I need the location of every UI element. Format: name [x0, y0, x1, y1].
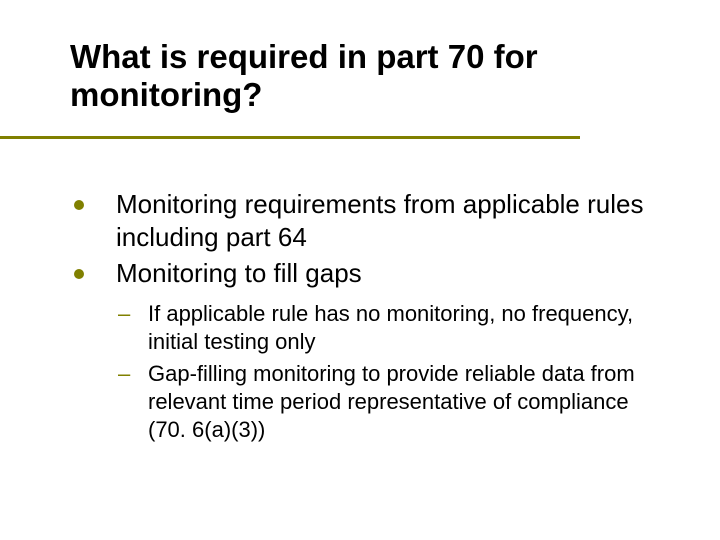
bullet-list-level1: Monitoring requirements from applicable … — [70, 188, 660, 290]
dash-icon: – — [118, 360, 130, 388]
list-item-text: Monitoring requirements from applicable … — [116, 189, 643, 252]
list-item-text: Gap-filling monitoring to provide reliab… — [148, 361, 635, 442]
list-item: – If applicable rule has no monitoring, … — [118, 300, 660, 356]
bullet-icon — [74, 269, 84, 279]
list-item: – Gap-filling monitoring to provide reli… — [118, 360, 660, 444]
list-item: Monitoring to fill gaps — [70, 257, 660, 290]
dash-icon: – — [118, 300, 130, 328]
list-item: Monitoring requirements from applicable … — [70, 188, 660, 255]
list-item-text: Monitoring to fill gaps — [116, 258, 362, 288]
bullet-icon — [74, 200, 84, 210]
bullet-list-level2: – If applicable rule has no monitoring, … — [70, 300, 660, 445]
slide-body: Monitoring requirements from applicable … — [70, 188, 660, 449]
title-underline — [0, 136, 580, 139]
slide: What is required in part 70 for monitori… — [0, 0, 720, 540]
list-item-text: If applicable rule has no monitoring, no… — [148, 301, 633, 354]
slide-title: What is required in part 70 for monitori… — [70, 38, 660, 114]
